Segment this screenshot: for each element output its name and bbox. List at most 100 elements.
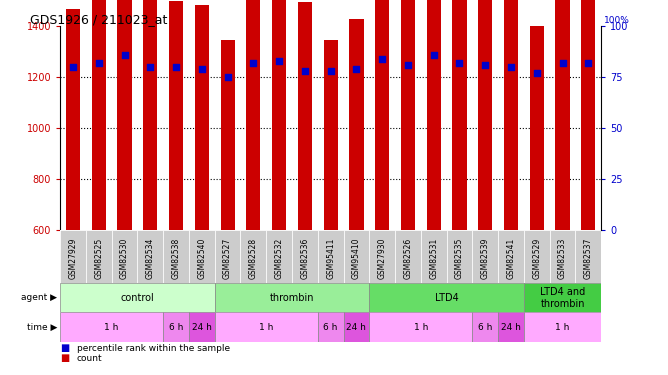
Bar — [246, 0, 261, 230]
Text: 6 h: 6 h — [478, 322, 492, 332]
Bar — [220, 40, 234, 230]
Bar — [214, 312, 318, 342]
Text: 6 h: 6 h — [169, 322, 183, 332]
Text: GDS1926 / 211023_at: GDS1926 / 211023_at — [30, 13, 168, 26]
Text: LTD4 and
thrombin: LTD4 and thrombin — [540, 287, 585, 309]
Point — [532, 70, 542, 76]
Text: thrombin: thrombin — [270, 293, 314, 303]
Text: ■: ■ — [60, 352, 69, 363]
Bar — [524, 283, 601, 312]
Text: LTD4: LTD4 — [435, 293, 458, 303]
Point — [480, 62, 490, 68]
Bar — [524, 230, 550, 283]
Text: 1 h: 1 h — [104, 322, 119, 332]
Point — [94, 60, 104, 66]
Bar — [498, 312, 524, 342]
Bar — [375, 0, 389, 230]
Point — [171, 64, 182, 70]
Text: 1 h: 1 h — [259, 322, 273, 332]
Text: agent ▶: agent ▶ — [21, 293, 57, 302]
Bar — [478, 0, 492, 230]
Point — [454, 60, 465, 66]
Text: GSM82527: GSM82527 — [223, 237, 232, 279]
Bar — [60, 283, 214, 312]
Bar — [66, 9, 80, 230]
Bar — [395, 230, 421, 283]
Point — [67, 64, 78, 70]
Text: GSM82534: GSM82534 — [146, 237, 155, 279]
Bar — [427, 0, 441, 230]
Bar — [189, 230, 214, 283]
Bar — [472, 312, 498, 342]
Bar — [169, 1, 183, 230]
Bar — [575, 230, 601, 283]
Text: GSM82537: GSM82537 — [584, 237, 593, 279]
Point — [274, 58, 285, 64]
Bar — [530, 26, 544, 230]
Text: GSM82536: GSM82536 — [301, 237, 309, 279]
Bar — [86, 230, 112, 283]
Bar — [138, 230, 163, 283]
Text: GSM82529: GSM82529 — [532, 237, 541, 279]
Text: 1 h: 1 h — [555, 322, 570, 332]
Bar — [498, 230, 524, 283]
Bar — [214, 283, 369, 312]
Text: 6 h: 6 h — [323, 322, 338, 332]
Text: 1 h: 1 h — [413, 322, 428, 332]
Text: GSM82539: GSM82539 — [481, 237, 490, 279]
Bar — [452, 0, 466, 230]
Text: GSM82532: GSM82532 — [275, 237, 284, 279]
Bar — [163, 230, 189, 283]
Bar — [92, 0, 106, 230]
Point — [145, 64, 156, 70]
Bar — [556, 0, 570, 230]
Bar — [118, 0, 132, 230]
Bar — [550, 230, 575, 283]
Point — [299, 68, 310, 74]
Text: GSM27929: GSM27929 — [69, 237, 77, 279]
Point — [248, 60, 259, 66]
Text: 24 h: 24 h — [347, 322, 366, 332]
Text: GSM82526: GSM82526 — [403, 237, 412, 279]
Point — [557, 60, 568, 66]
Bar — [240, 230, 267, 283]
Bar — [401, 0, 415, 230]
Bar — [143, 0, 158, 230]
Bar — [60, 230, 86, 283]
Bar — [472, 230, 498, 283]
Text: GSM82525: GSM82525 — [94, 237, 104, 279]
Point — [377, 56, 387, 62]
Bar — [195, 4, 209, 230]
Point — [583, 60, 594, 66]
Bar — [318, 230, 343, 283]
Point — [196, 66, 207, 72]
Text: GSM82528: GSM82528 — [249, 237, 258, 279]
Text: 24 h: 24 h — [192, 322, 212, 332]
Bar — [60, 312, 163, 342]
Point — [428, 52, 439, 58]
Text: GSM82541: GSM82541 — [506, 237, 516, 279]
Point — [222, 74, 233, 80]
Bar — [343, 230, 369, 283]
Bar — [272, 0, 286, 230]
Point — [325, 68, 336, 74]
Text: GSM27930: GSM27930 — [377, 237, 387, 279]
Bar — [581, 0, 595, 230]
Bar — [292, 230, 318, 283]
Text: GSM82538: GSM82538 — [172, 237, 180, 279]
Text: count: count — [77, 354, 102, 363]
Bar — [447, 230, 472, 283]
Bar — [112, 230, 138, 283]
Bar — [369, 283, 524, 312]
Bar — [318, 312, 343, 342]
Bar — [421, 230, 447, 283]
Text: GSM82533: GSM82533 — [558, 237, 567, 279]
Text: 100%: 100% — [604, 16, 630, 25]
Text: GSM82531: GSM82531 — [430, 237, 438, 279]
Bar — [504, 0, 518, 230]
Text: 24 h: 24 h — [501, 322, 521, 332]
Bar — [349, 19, 363, 229]
Bar — [524, 312, 601, 342]
Point — [506, 64, 516, 70]
Bar — [214, 230, 240, 283]
